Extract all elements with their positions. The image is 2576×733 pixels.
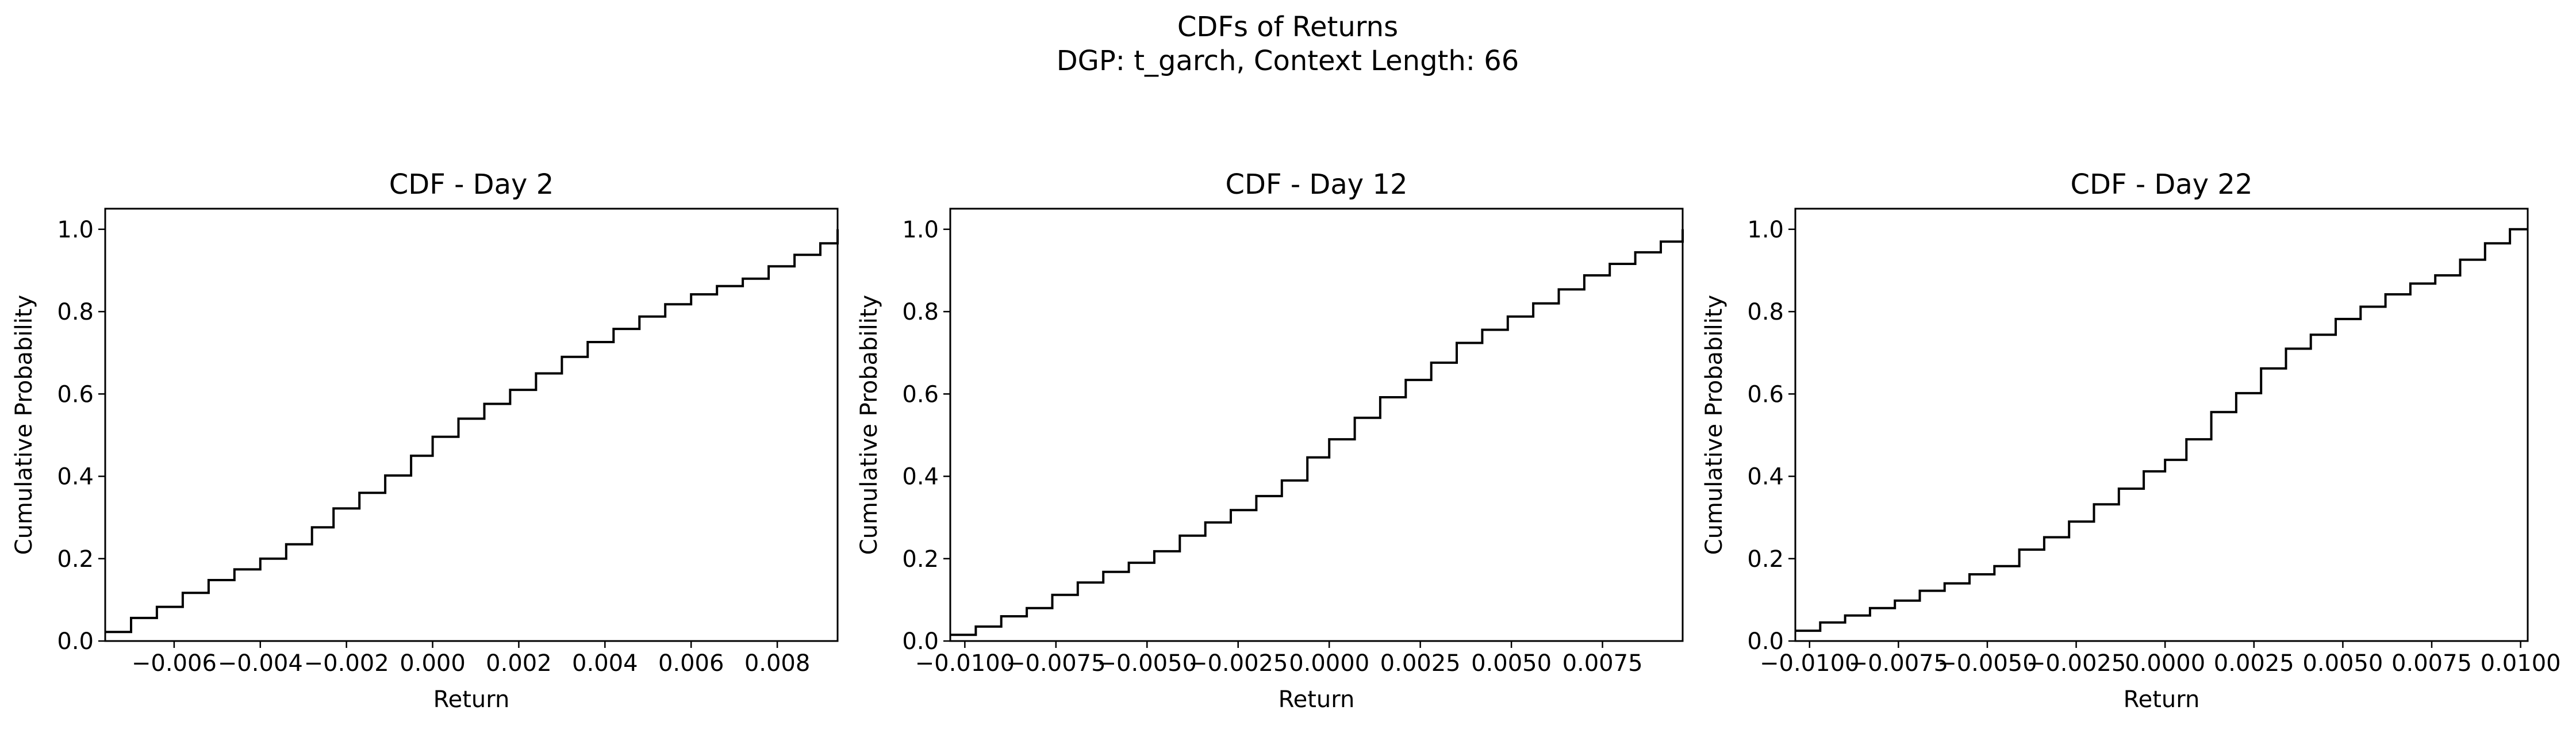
x-tick-label: −0.006 [132,650,217,677]
x-tick-label: −0.0050 [1937,650,2037,677]
cdf-step-line [950,229,1684,636]
cdf-step-line [105,229,839,634]
x-tick-label: 0.0075 [1563,650,1643,677]
figure-title-line1: CDFs of Returns [1177,11,1398,43]
x-tick-label: 0.002 [486,650,552,677]
y-axis-label: Cumulative Probability [856,295,882,555]
subplot-title: CDF - Day 2 [389,168,554,201]
x-tick-label: −0.002 [304,650,389,677]
y-tick-label: 1.0 [1747,217,1784,243]
subplot-title: CDF - Day 12 [1225,168,1407,201]
x-tick-label: −0.0075 [1006,650,1105,677]
y-tick-label: 1.0 [902,217,939,243]
y-tick-label: 0.0 [57,628,94,655]
subplot-title: CDF - Day 22 [2070,168,2252,201]
y-tick-label: 0.4 [902,464,939,490]
x-axis-label: Return [2124,686,2200,713]
x-tick-label: 0.0075 [2391,650,2472,677]
y-tick-label: 0.2 [1747,546,1784,573]
x-tick-label: −0.0025 [2026,650,2126,677]
y-tick-label: 0.0 [1747,628,1784,655]
x-tick-label: 0.008 [744,650,811,677]
x-axis-label: Return [1279,686,1355,713]
x-tick-label: −0.0025 [1188,650,1288,677]
x-tick-label: −0.0100 [1760,650,1859,677]
x-tick-label: 0.0050 [2302,650,2383,677]
x-tick-label: 0.004 [572,650,638,677]
x-tick-label: −0.0075 [1849,650,1948,677]
y-tick-label: 0.2 [57,546,94,573]
y-tick-label: 0.8 [1747,299,1784,325]
x-tick-label: −0.004 [218,650,303,677]
y-tick-label: 0.6 [57,381,94,408]
y-tick-label: 1.0 [57,217,94,243]
x-axis-label: Return [433,686,510,713]
y-tick-label: 0.4 [1747,464,1784,490]
axes-frame [949,208,1684,642]
x-tick-label: 0.0050 [1471,650,1552,677]
y-axis-label: Cumulative Probability [1701,295,1727,555]
y-tick-label: 0.6 [1747,381,1784,408]
x-tick-label: −0.0050 [1097,650,1197,677]
x-tick-label: 0.0025 [2214,650,2294,677]
axes-frame [104,208,839,642]
x-tick-label: 0.0025 [1380,650,1461,677]
y-tick-label: 0.8 [902,299,939,325]
x-tick-label: 0.006 [658,650,724,677]
axes-frame [1794,208,2529,642]
x-tick-label: 0.000 [400,650,466,677]
y-tick-label: 0.6 [902,381,939,408]
subplots: −0.006 −0.004 −0.002 0.000 0.002 0.004 0.006 0.… [11,168,2561,713]
figure-title-line2: DGP: t_garch, Context Length: 66 [1057,45,1519,77]
cdf-step-line [1795,228,2528,632]
x-tick-label: 0.0000 [2125,650,2205,677]
x-tick-label: −0.0100 [915,650,1015,677]
y-tick-label: 0.0 [902,628,939,655]
subplot-day-panel: −0.006 −0.004 −0.002 0.000 0.002 0.004 0.006 0.… [11,168,839,713]
y-tick-label: 0.8 [57,299,94,325]
y-tick-label: 0.2 [902,546,939,573]
y-axis-label: Cumulative Probability [11,295,37,555]
y-tick-label: 0.4 [57,464,94,490]
x-tick-label: 0.0100 [2481,650,2561,677]
x-tick-label: 0.0000 [1289,650,1369,677]
